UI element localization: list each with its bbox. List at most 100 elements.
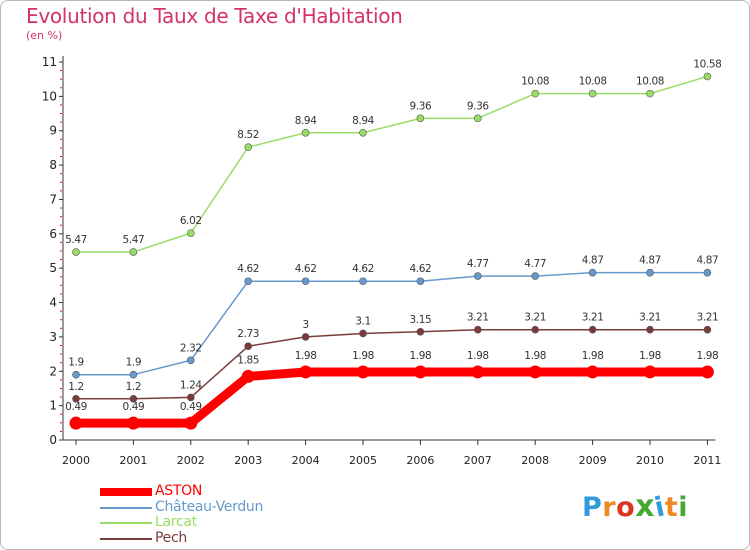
data-point <box>244 143 252 152</box>
y-tick-label: 7 <box>49 192 57 206</box>
data-point <box>703 72 712 81</box>
legend-label: Château-Verdun <box>155 498 264 515</box>
data-label: 10.08 <box>521 76 549 88</box>
data-label: 4.62 <box>237 263 259 275</box>
data-point <box>413 365 427 379</box>
series-line <box>75 271 709 376</box>
data-label: 4.77 <box>524 258 546 270</box>
data-label: 4.87 <box>582 255 604 267</box>
data-label: 1.9 <box>126 357 142 369</box>
data-point <box>703 268 712 277</box>
legend-swatch <box>100 537 152 540</box>
data-label: 3.1 <box>355 315 371 327</box>
y-tick-label: 10 <box>42 89 57 103</box>
data-point <box>703 325 712 334</box>
legend-label: Larcat <box>155 514 197 530</box>
series-ch-teau-verdun <box>72 268 712 379</box>
x-tick-label: 2009 <box>579 454 607 467</box>
data-point <box>69 416 83 430</box>
data-point <box>528 365 542 379</box>
data-point <box>301 277 310 286</box>
series-lines <box>69 72 714 430</box>
data-point <box>301 333 310 341</box>
data-label: 1.2 <box>68 381 84 393</box>
data-point <box>187 393 195 402</box>
data-label: 3.15 <box>410 314 432 326</box>
data-point <box>646 89 654 98</box>
data-label: 1.98 <box>295 350 317 362</box>
x-tick-label: 2002 <box>177 454 205 467</box>
data-label: 1.85 <box>237 354 259 366</box>
data-label: 1.98 <box>697 350 719 362</box>
data-label: 0.49 <box>65 401 87 413</box>
data-label: 1.98 <box>410 350 432 362</box>
data-point <box>700 365 714 379</box>
data-label: 10.58 <box>693 58 721 70</box>
x-tick-label: 2011 <box>693 454 721 467</box>
data-label: 3.21 <box>582 312 604 324</box>
data-point <box>646 268 654 277</box>
legend-item: ASTON <box>100 483 360 500</box>
data-label: 9.36 <box>467 100 489 112</box>
data-label: 1.98 <box>524 350 546 362</box>
data-label: 8.94 <box>352 115 374 127</box>
data-label: 2.32 <box>180 342 202 354</box>
y-tick-label: 0 <box>49 433 57 447</box>
data-labels: 5.47 5.47 6.02 8.52 8.94 8.94 9.36 9.36 10.08 10.… <box>65 58 722 413</box>
data-point <box>244 342 252 350</box>
x-tick-label: 2007 <box>464 454 492 467</box>
data-label: 10.08 <box>579 76 607 88</box>
data-point <box>473 114 482 123</box>
y-tick-label: 6 <box>49 227 57 241</box>
data-point <box>299 365 313 379</box>
data-point <box>184 416 198 430</box>
y-tick-label: 3 <box>49 330 57 344</box>
data-label: 1.24 <box>180 379 202 391</box>
data-point <box>187 356 195 365</box>
data-label: 10.08 <box>636 76 664 88</box>
data-label: 4.62 <box>295 263 317 275</box>
series-pech <box>72 325 712 403</box>
series-line <box>75 75 709 253</box>
proxiti-logo: Proxiti <box>582 489 688 524</box>
y-tick-label: 4 <box>49 296 57 310</box>
data-point <box>531 325 540 334</box>
data-point <box>359 329 367 338</box>
data-point <box>359 277 367 286</box>
data-label: 1.9 <box>68 357 84 369</box>
data-label: 4.87 <box>697 255 719 267</box>
data-point <box>531 272 540 280</box>
data-label: 3.21 <box>467 312 489 324</box>
data-label: 4.87 <box>639 255 661 267</box>
data-label: 6.02 <box>180 215 202 227</box>
x-tick-label: 2010 <box>636 454 664 467</box>
data-label: 0.49 <box>180 401 202 413</box>
legend-swatch <box>100 506 152 509</box>
data-label: 8.94 <box>295 115 317 127</box>
y-tick-label: 5 <box>49 261 57 275</box>
data-point <box>531 89 540 98</box>
data-point <box>356 365 370 379</box>
data-point <box>72 370 80 379</box>
series-aston <box>69 365 714 430</box>
legend-item: Château-Verdun <box>100 498 360 516</box>
data-point <box>126 416 140 430</box>
data-label: 1.98 <box>582 350 604 362</box>
x-tick-label: 2003 <box>234 454 262 467</box>
data-label: 3.21 <box>639 312 661 324</box>
data-label: 3.21 <box>524 312 546 324</box>
data-point <box>643 365 657 379</box>
data-label: 5.47 <box>123 234 145 246</box>
data-point <box>72 394 80 403</box>
x-tick-label: 2004 <box>292 454 320 467</box>
data-label: 1.98 <box>352 350 374 362</box>
series-line <box>75 328 709 400</box>
data-label: 4.62 <box>410 263 432 275</box>
data-label: 3.21 <box>697 312 719 324</box>
data-label: 5.47 <box>65 234 87 246</box>
series-larcat <box>72 72 712 256</box>
data-point <box>588 325 597 334</box>
data-point <box>646 325 654 334</box>
data-point <box>244 277 252 286</box>
